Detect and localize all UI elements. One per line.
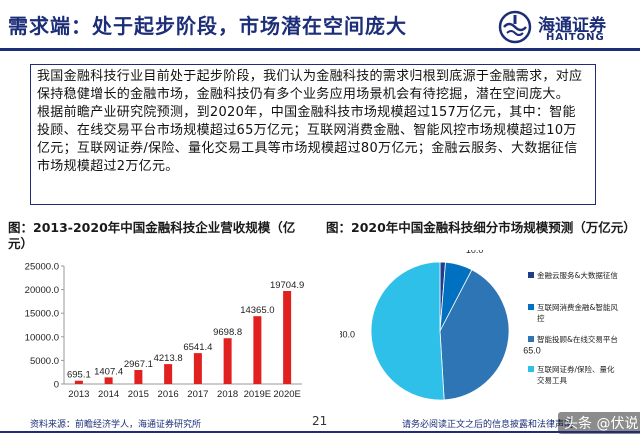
legend-label: 金融云服务&大数据征信	[537, 270, 618, 280]
header-divider	[0, 48, 640, 51]
bar	[134, 369, 143, 384]
y-tick-label: 15000.0	[25, 309, 59, 320]
footer-divider	[0, 431, 640, 433]
bar-data-label: 1407.4	[94, 366, 123, 377]
logo-name-en: HAITONG	[546, 32, 605, 43]
bar-data-label: 695.1	[67, 370, 91, 381]
bar-data-label: 6541.4	[183, 342, 212, 353]
pie-value-label: 65.0	[523, 345, 541, 355]
page-number: 21	[312, 414, 328, 428]
legend-label: 互联网证券/保险、量化	[537, 364, 615, 374]
legend-label-cont: 控	[537, 313, 545, 323]
bar	[164, 364, 173, 384]
x-tick-label: 2020E	[273, 389, 300, 400]
bar-data-label: 14365.0	[240, 305, 274, 316]
figure-1-title: 图：2013-2020年中国金融科技企业营收规模（亿元）	[8, 220, 296, 251]
x-tick-label: 2013	[68, 389, 89, 400]
bar-data-label: 9698.8	[213, 327, 242, 338]
y-tick-label: 10000.0	[25, 332, 59, 343]
bar	[74, 380, 83, 384]
summary-paragraph-2: 根据前瞻产业研究院预测，到2020年，中国金融科技市场规模超过157万亿元，其中…	[37, 105, 578, 174]
footer-disclaimer: 请务必阅读正文之后的信息披露和法律声明	[402, 420, 574, 430]
haitong-logo-icon	[498, 10, 532, 44]
bar-data-label: 19704.9	[270, 280, 304, 291]
x-tick-label: 2016	[158, 389, 179, 400]
haitong-logo: 海通证券 HAITONG	[498, 10, 634, 46]
bar-data-label: 4213.8	[154, 353, 183, 364]
segment-pie-chart: 2.010.065.080.0金融云服务&大数据征信互联网消费金融&智能风控智能…	[340, 250, 618, 401]
y-tick-label: 25000.0	[25, 262, 59, 273]
legend-label: 智能投顾&在线交易平台	[537, 334, 618, 344]
footer-source: 资料来源：前瞻经济学人，海通证券研究所	[30, 420, 202, 430]
pie-value-label: 10.0	[466, 250, 484, 255]
legend-swatch	[528, 272, 534, 278]
y-tick-label: 20000.0	[25, 285, 59, 296]
summary-paragraph-1: 我国金融科技行业目前处于起步阶段，我们认为金融科技的需求归根到底源于金融需求，对…	[37, 69, 583, 102]
legend-label-cont: 交易工具	[537, 375, 567, 385]
y-tick-label: 5000.0	[30, 356, 59, 367]
bar-data-label: 2967.1	[124, 359, 153, 370]
x-tick-label: 2018	[217, 389, 238, 400]
legend-swatch	[528, 366, 534, 372]
pie-slice	[370, 261, 445, 401]
x-tick-label: 2014	[98, 389, 119, 400]
watermark: 头条 @伏说	[558, 412, 640, 434]
legend-swatch	[528, 304, 534, 310]
bar	[193, 353, 202, 384]
bar	[283, 290, 292, 384]
x-tick-label: 2019E	[244, 389, 271, 400]
summary-text-box: 我国金融科技行业目前处于起步阶段，我们认为金融科技的需求归根到底源于金融需求，对…	[30, 64, 596, 205]
x-tick-label: 2017	[187, 389, 208, 400]
pie-slice	[439, 269, 510, 401]
x-tick-label: 2015	[128, 389, 149, 400]
logo-name-cn: 海通证券	[538, 16, 606, 36]
legend-label: 互联网消费金融&智能风	[537, 302, 618, 312]
pie-value-label: 80.0	[340, 329, 355, 339]
figure-2-title: 图：2020年中国金融科技细分市场规模预测（万亿元）	[326, 220, 636, 235]
revenue-bar-chart: 0 5000.0 10000.0 15000.0 20000.0 25000.0 695.1…	[25, 262, 305, 401]
y-tick-label: 0	[54, 380, 59, 391]
bar	[104, 377, 113, 384]
bar	[253, 316, 262, 384]
bar	[223, 338, 232, 384]
legend-swatch	[528, 336, 534, 342]
page-title: 需求端：处于起步阶段，市场潜在空间庞大	[8, 14, 407, 38]
